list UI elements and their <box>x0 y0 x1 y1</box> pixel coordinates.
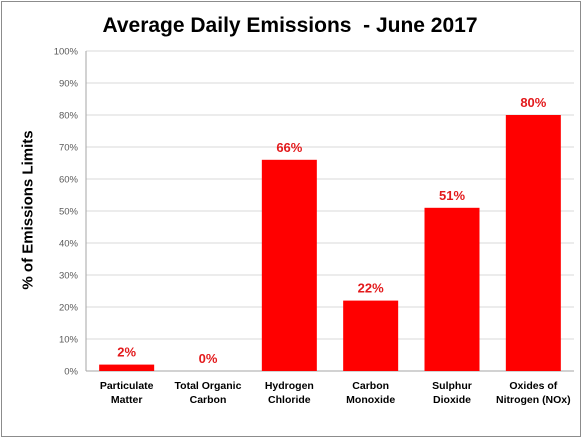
bar <box>261 159 317 371</box>
x-category-label: Chloride <box>268 394 311 406</box>
y-tick-label: 50% <box>59 207 79 218</box>
y-tick-label: 0% <box>64 367 78 378</box>
x-category-label: Carbon <box>352 380 389 392</box>
x-category-label: Dioxide <box>433 394 471 406</box>
y-tick-label: 90% <box>59 79 79 90</box>
bar <box>99 364 155 371</box>
y-tick-label: 20% <box>59 303 79 314</box>
x-category-label: Carbon <box>190 394 227 406</box>
data-label: 22% <box>358 281 384 296</box>
x-category-label: Monoxide <box>346 394 395 406</box>
x-category-label: Hydrogen <box>265 380 314 392</box>
bar <box>343 300 399 371</box>
data-label: 0% <box>199 351 218 366</box>
x-category-label: Particulate <box>100 380 154 392</box>
bar <box>505 115 561 371</box>
data-label: 66% <box>276 140 302 155</box>
data-label: 51% <box>439 188 465 203</box>
y-tick-label: 60% <box>59 175 79 186</box>
x-category-label: Nitrogen (NOx) <box>496 394 571 406</box>
y-tick-label: 100% <box>54 47 79 58</box>
x-category-label: Sulphur <box>432 380 472 392</box>
x-category-label: Oxides of <box>509 380 557 392</box>
y-tick-label: 30% <box>59 271 79 282</box>
y-tick-label: 80% <box>59 111 79 122</box>
y-tick-label: 40% <box>59 239 79 250</box>
y-tick-label: 70% <box>59 143 79 154</box>
bar <box>424 207 480 371</box>
chart-title: Average Daily Emissions - June 2017 <box>102 14 478 37</box>
data-label: 2% <box>117 345 136 360</box>
data-label: 80% <box>520 95 546 110</box>
x-category-label: Matter <box>111 394 143 406</box>
x-category-label: Total Organic <box>175 380 242 392</box>
y-tick-label: 10% <box>59 335 79 346</box>
